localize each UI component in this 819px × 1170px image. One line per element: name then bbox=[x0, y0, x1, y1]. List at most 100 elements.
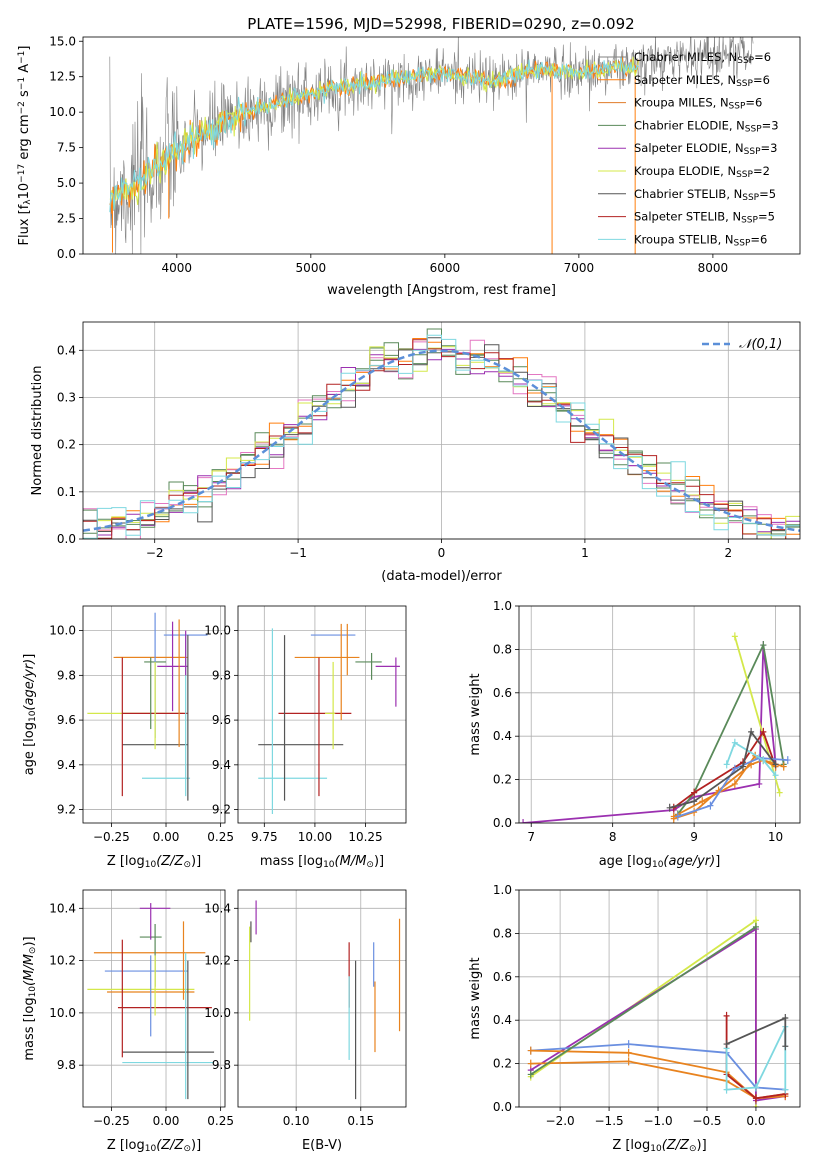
mass-weight-series bbox=[530, 927, 786, 1102]
legend-label: Salpeter MILES, NSSP=6 bbox=[634, 73, 770, 89]
x-axis-label: (data-model)/error bbox=[381, 569, 502, 584]
y-tick-label: 9.8 bbox=[212, 668, 231, 682]
legend-label: Chabrier MILES, NSSP=6 bbox=[634, 50, 771, 66]
figure-title: PLATE=1596, MJD=52998, FIBERID=0290, z=0… bbox=[247, 15, 634, 33]
ticks: 0.10 0.15 9.8 10.0 10.2 10.4 bbox=[204, 901, 374, 1128]
plot-content bbox=[83, 328, 800, 539]
axes-frame bbox=[82, 321, 801, 540]
x-tick-label: 6000 bbox=[430, 261, 461, 275]
model-spectrum bbox=[109, 56, 639, 210]
data-point bbox=[752, 1083, 759, 1092]
plot-content bbox=[87, 612, 208, 801]
y-tick-label: 0.0 bbox=[493, 1100, 512, 1114]
data-point bbox=[699, 797, 706, 806]
model-spectrum bbox=[109, 57, 639, 213]
ticks: −0.25 0.00 0.25 9.8 10.0 10.2 10.4 bbox=[49, 901, 234, 1128]
mass-weight-series bbox=[725, 741, 777, 776]
x-axis-label: age [log10(age/yr)] bbox=[599, 854, 721, 870]
data-point bbox=[782, 1085, 789, 1094]
axes-frame bbox=[518, 605, 801, 824]
x-tick-label: 0.00 bbox=[153, 1114, 180, 1128]
x-tick-label: −1.0 bbox=[643, 1114, 672, 1128]
y-tick-label: 0.0 bbox=[493, 816, 512, 830]
data-point bbox=[625, 1057, 632, 1066]
x-tick-label: −1.5 bbox=[595, 1114, 624, 1128]
axes-frame bbox=[518, 889, 801, 1108]
x-tick-label: 0.0 bbox=[746, 1114, 765, 1128]
ticks: 4000 5000 6000 7000 8000 0.0 2.5 5.0 7.5 10.0 12.5… bbox=[49, 34, 728, 275]
mass-vs-ebv-panel: 0.10 0.15 9.8 10.0 10.2 10.4 E(B-V) bbox=[204, 889, 407, 1153]
grid bbox=[83, 606, 225, 823]
axes-frame bbox=[82, 605, 226, 824]
y-tick-label: 0.1 bbox=[57, 485, 76, 499]
data-point bbox=[739, 762, 746, 771]
y-tick-label: 9.6 bbox=[212, 713, 231, 727]
histogram-series bbox=[83, 339, 800, 539]
y-tick-label: 9.4 bbox=[212, 758, 231, 772]
histogram-series bbox=[83, 334, 800, 539]
data-point bbox=[691, 797, 698, 806]
data-point bbox=[756, 779, 763, 788]
y-axis-label: Flux [fλ10−17 erg cm−2 s−1 A−1] bbox=[17, 46, 33, 246]
x-tick-label: 0.00 bbox=[153, 830, 180, 844]
y-tick-label: 10.0 bbox=[49, 105, 76, 119]
y-tick-label: 0.2 bbox=[493, 1057, 512, 1071]
y-tick-label: 2.5 bbox=[57, 212, 76, 226]
legend-label: Salpeter ELODIE, NSSP=3 bbox=[634, 141, 777, 157]
y-tick-label: 9.8 bbox=[57, 668, 76, 682]
data-point bbox=[723, 1011, 730, 1020]
axes-frame bbox=[237, 605, 407, 824]
data-point bbox=[625, 1040, 632, 1049]
data-point bbox=[772, 771, 779, 780]
y-tick-label: 10.0 bbox=[204, 624, 231, 638]
y-tick-label: 10.2 bbox=[204, 954, 231, 968]
legend-label: Kroupa ELODIE, NSSP=2 bbox=[634, 164, 770, 180]
y-tick-label: 9.2 bbox=[212, 803, 231, 817]
ticks: 9.75 10.00 10.25 9.2 9.4 9.6 9.8 10.0 bbox=[204, 624, 382, 844]
data-point bbox=[760, 756, 767, 765]
y-axis-label: mass weight bbox=[468, 673, 483, 755]
x-axis-label: Z [log10(Z/Z⊙)] bbox=[612, 1138, 706, 1154]
data-point bbox=[707, 801, 714, 810]
data-point bbox=[772, 760, 779, 769]
spectrum-legend: Chabrier MILES, NSSP=6 Salpeter MILES, NS… bbox=[598, 50, 779, 249]
mass-weight-series bbox=[530, 926, 757, 1076]
x-tick-label: 10.25 bbox=[348, 830, 382, 844]
x-tick-label: 2 bbox=[724, 546, 732, 560]
data-point bbox=[776, 788, 783, 797]
grid bbox=[238, 606, 406, 823]
axes-frame bbox=[82, 889, 226, 1108]
y-tick-label: 0.4 bbox=[493, 729, 512, 743]
ticks: −2.0 −1.5 −1.0 −0.5 0.0 0.0 0.2 0.4 0.6 0.8 1.0 bbox=[493, 883, 766, 1128]
x-axis-label: mass [log10(M/M⊙)] bbox=[260, 854, 384, 870]
data-point bbox=[723, 1085, 730, 1094]
x-tick-label: 0.25 bbox=[207, 1114, 234, 1128]
spectrum-panel: 4000 5000 6000 7000 8000 0.0 2.5 5.0 7.5 10.0 12.5… bbox=[17, 34, 801, 298]
x-tick-label: 7 bbox=[527, 830, 535, 844]
plot-content bbox=[249, 900, 401, 1100]
y-tick-label: 1.0 bbox=[493, 599, 512, 613]
data-point bbox=[527, 1059, 534, 1068]
data-point bbox=[748, 727, 755, 736]
y-axis-label: age [log10(age/yr)] bbox=[22, 654, 38, 776]
x-tick-label: 8000 bbox=[698, 261, 729, 275]
x-tick-label: −0.5 bbox=[692, 1114, 721, 1128]
x-axis-label: Z [log10(Z/Z⊙)] bbox=[107, 854, 201, 870]
data-point bbox=[731, 779, 738, 788]
x-tick-label: −2 bbox=[146, 546, 164, 560]
mass-weight-series bbox=[523, 645, 777, 823]
x-tick-label: −2.0 bbox=[546, 1114, 575, 1128]
y-tick-label: 15.0 bbox=[49, 34, 76, 48]
x-tick-label: 9 bbox=[690, 830, 698, 844]
mass-vs-metallicity-panel: −0.25 0.00 0.25 9.8 10.0 10.2 10.4 Z [log10(Z/Z… bbox=[22, 889, 234, 1154]
legend-label: Kroupa STELIB, NSSP=6 bbox=[634, 232, 767, 248]
massweight-vs-metallicity-panel: −2.0 −1.5 −1.0 −0.5 0.0 0.0 0.2 0.4 0.6 0.8 1.0 Z [… bbox=[468, 883, 801, 1154]
x-tick-label: 5000 bbox=[296, 261, 327, 275]
grid bbox=[238, 890, 406, 1107]
data-point bbox=[520, 819, 527, 823]
plot-content bbox=[258, 623, 400, 815]
gaussian-curve bbox=[83, 349, 800, 532]
y-tick-label: 9.2 bbox=[57, 803, 76, 817]
y-tick-label: 10.0 bbox=[49, 624, 76, 638]
x-tick-label: 0.10 bbox=[283, 1114, 310, 1128]
